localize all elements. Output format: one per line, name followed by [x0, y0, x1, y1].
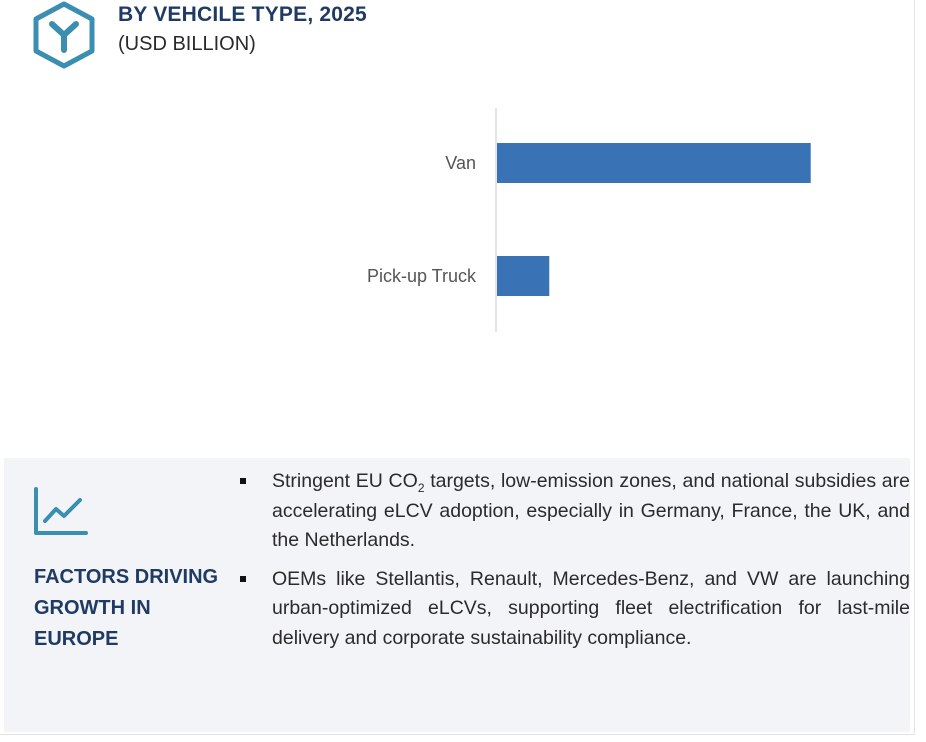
bar-pick-up-truck: [497, 256, 550, 296]
category-label: Van: [445, 153, 476, 173]
bullet-text-pre: OEMs like Stellantis, Renault, Mercedes-…: [272, 567, 910, 649]
factors-panel: FACTORS DRIVING GROWTH IN EUROPE Stringe…: [4, 458, 910, 732]
chart-subtitle: (USD BILLION): [118, 33, 256, 55]
chart-title: BY VEHCILE TYPE, 2025: [118, 3, 367, 26]
bullet-item: OEMs like Stellantis, Renault, Mercedes-…: [236, 565, 910, 654]
category-label: Pick-up Truck: [367, 266, 477, 286]
bullet-list: Stringent EU CO2 targets, low-emission z…: [236, 467, 910, 662]
hexagon-y-icon: [33, 1, 95, 69]
line-chart-icon: [34, 487, 88, 535]
chart-card: BY VEHCILE TYPE, 2025 (USD BILLION) Van P…: [0, 0, 915, 735]
bullet-marker: [240, 478, 246, 484]
bullet-text-post: targets, low-emission zones, and nationa…: [272, 470, 910, 551]
bullet-marker: [240, 575, 246, 582]
bullet-text-sub: 2: [417, 480, 425, 495]
panel-heading: FACTORS DRIVING GROWTH IN EUROPE: [34, 566, 219, 650]
bar-van: [497, 143, 811, 183]
bar-chart: Van Pick-up Truck: [367, 108, 811, 332]
bullet-text-pre: Stringent EU CO: [272, 470, 418, 492]
bullet-item: Stringent EU CO2 targets, low-emission z…: [236, 467, 910, 556]
